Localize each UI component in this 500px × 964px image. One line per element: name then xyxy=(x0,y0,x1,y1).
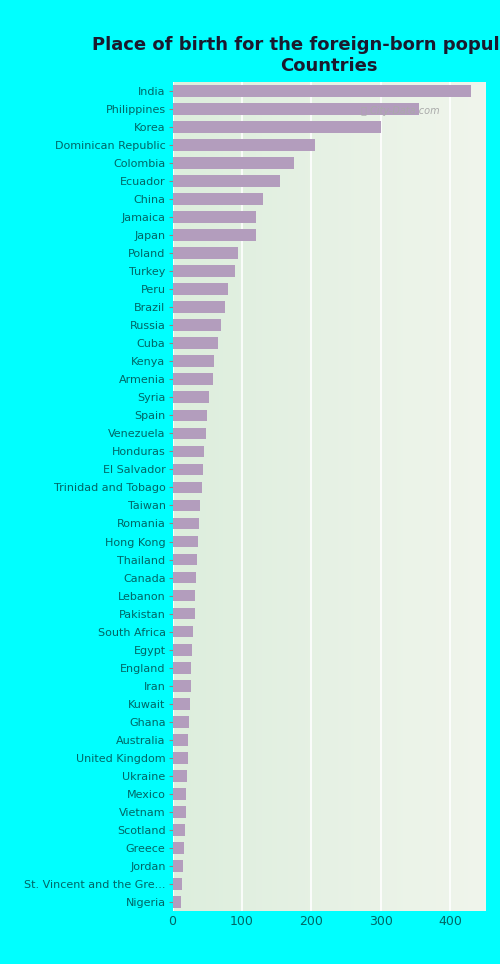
Bar xyxy=(172,860,183,871)
Bar xyxy=(172,553,197,566)
Bar xyxy=(172,680,190,691)
Bar xyxy=(172,211,256,223)
Bar xyxy=(172,716,189,728)
Bar xyxy=(172,356,214,367)
Bar xyxy=(172,770,187,782)
Bar xyxy=(172,842,184,854)
Bar xyxy=(172,283,228,295)
Bar xyxy=(172,607,195,620)
Bar xyxy=(172,897,181,908)
Bar xyxy=(172,229,256,241)
Text: ⓘ City-Data.com: ⓘ City-Data.com xyxy=(360,106,440,116)
Bar xyxy=(172,878,182,890)
Bar xyxy=(172,410,207,421)
Bar xyxy=(172,698,190,710)
Bar xyxy=(172,734,188,745)
Bar xyxy=(172,139,315,151)
Bar xyxy=(172,464,203,475)
Bar xyxy=(172,337,218,349)
Bar xyxy=(172,121,381,133)
Bar xyxy=(172,265,235,277)
Bar xyxy=(172,445,204,457)
Bar xyxy=(172,319,221,331)
Bar xyxy=(172,373,213,386)
Bar xyxy=(172,626,194,637)
Bar xyxy=(172,302,225,313)
Bar xyxy=(172,248,238,259)
Bar xyxy=(172,193,263,205)
Bar xyxy=(172,103,419,115)
Bar xyxy=(172,590,196,602)
Bar xyxy=(172,427,206,440)
Bar xyxy=(172,788,186,800)
Bar xyxy=(172,662,191,674)
Bar xyxy=(172,499,201,511)
Bar xyxy=(172,806,186,817)
Bar xyxy=(172,157,294,169)
Bar xyxy=(172,644,192,656)
Bar xyxy=(172,518,199,529)
Bar xyxy=(172,175,280,187)
Bar xyxy=(172,85,471,96)
Bar xyxy=(172,752,188,763)
Bar xyxy=(172,482,202,494)
Title: Place of birth for the foreign-born population -
Countries: Place of birth for the foreign-born popu… xyxy=(92,36,500,75)
Bar xyxy=(172,391,208,403)
Bar xyxy=(172,536,198,548)
Bar xyxy=(172,824,185,836)
Bar xyxy=(172,572,196,583)
